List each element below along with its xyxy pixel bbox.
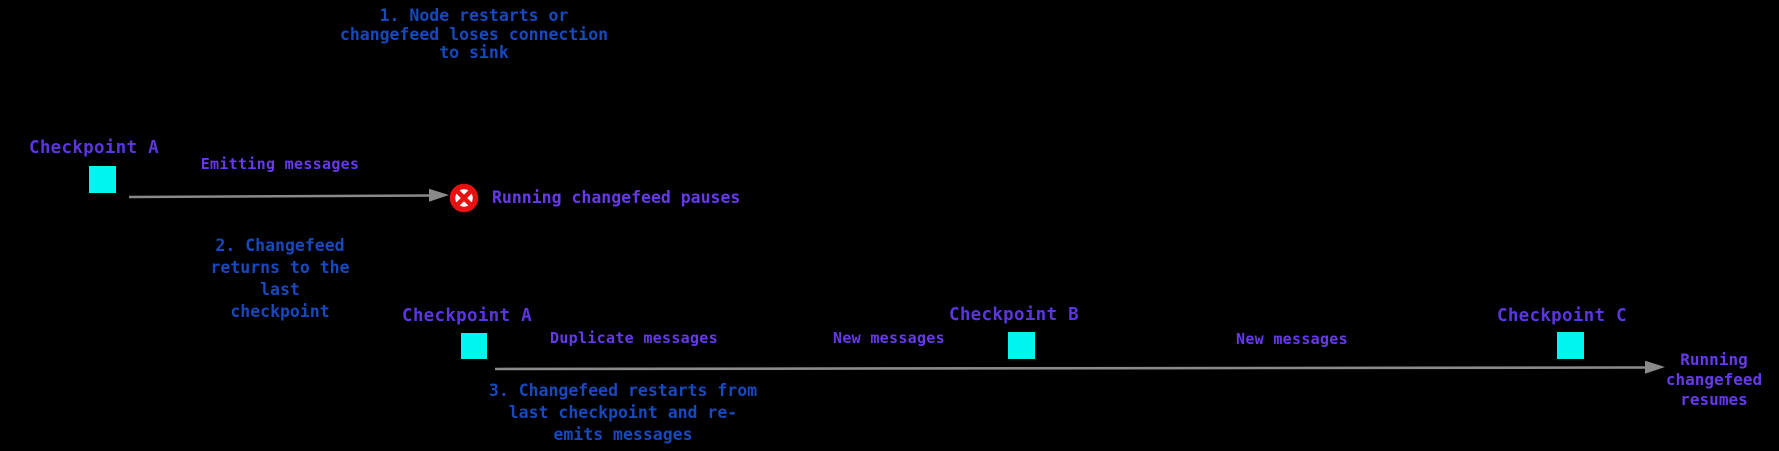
duplicate-messages-label: Duplicate messages [550, 329, 718, 347]
timeline-arrow-2 [494, 360, 1665, 374]
running-changefeed-pauses-label: Running changefeed pauses [492, 188, 741, 207]
new-messages-label-1: New messages [833, 329, 945, 347]
timeline-arrow-1 [128, 188, 449, 202]
step-3-note: 3. Changefeed restarts from last checkpo… [488, 381, 758, 444]
running-changefeed-resumes-label: Running changefeed resumes [1665, 350, 1763, 409]
checkpoint-a-marker [89, 166, 116, 193]
checkpoint-a2-marker [461, 333, 487, 359]
step-2-note: 2. Changefeed returns to the last checkp… [210, 236, 350, 321]
checkpoint-b-label: Checkpoint B [948, 305, 1080, 325]
checkpoint-a2-label: Checkpoint A [401, 306, 533, 326]
checkpoint-c-marker [1557, 332, 1584, 359]
checkpoint-c-label: Checkpoint C [1496, 306, 1628, 326]
changefeed-paused-icon [449, 183, 479, 213]
checkpoint-a-label: Checkpoint A [28, 138, 160, 158]
checkpoint-b-marker [1008, 332, 1035, 359]
emitting-messages-label: Emitting messages [200, 155, 360, 173]
step-1-note: 1. Node restarts or changefeed loses con… [339, 6, 609, 62]
new-messages-label-2: New messages [1236, 330, 1348, 348]
